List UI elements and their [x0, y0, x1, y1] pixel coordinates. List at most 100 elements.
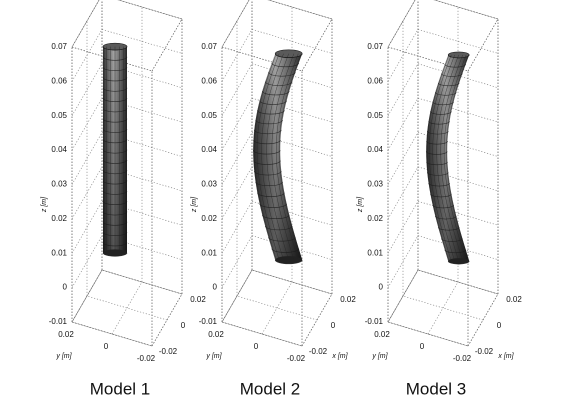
grid-line	[101, 63, 183, 89]
x-tick-label: -0.02	[475, 347, 494, 356]
x-tick-label: 0.02	[340, 295, 356, 304]
tube-mesh	[102, 108, 128, 113]
tube-mesh	[102, 242, 128, 247]
grid-line	[417, 166, 499, 192]
tube-mesh	[253, 53, 277, 261]
grid-line	[221, 0, 250, 48]
tube-mesh	[432, 204, 454, 209]
tube-mesh	[264, 81, 293, 86]
grid-line	[111, 281, 143, 335]
grid-line	[221, 63, 253, 116]
grid-line	[71, 0, 100, 48]
z-tick-label: 0.02	[367, 214, 383, 223]
box-edge	[433, 0, 499, 20]
tube-mesh	[259, 100, 287, 105]
box-edge	[267, 0, 333, 20]
y-tick-label: -0.02	[453, 354, 472, 363]
grid-line	[101, 269, 183, 295]
tube-mesh	[102, 201, 128, 206]
z-tick-label: 0.03	[201, 180, 217, 189]
tube-mesh	[102, 128, 128, 133]
z-tick-label: 0.07	[367, 42, 383, 51]
tube-mesh	[441, 73, 463, 77]
grid-line	[417, 29, 499, 54]
x-tick-label: 0	[331, 321, 336, 330]
tube-mesh	[102, 77, 128, 82]
z-tick-label: 0	[213, 283, 218, 292]
tube-mesh	[102, 139, 128, 144]
grid-line	[71, 321, 153, 347]
grid-line	[267, 0, 333, 20]
tube-mesh	[268, 237, 296, 242]
tube-mesh	[257, 110, 285, 115]
grid-line	[402, 295, 484, 321]
z-tick-label: 0.03	[367, 180, 383, 189]
tube-mesh	[256, 53, 280, 261]
tube-mesh	[252, 150, 281, 155]
x-tick-label: 0.02	[190, 295, 206, 304]
y-tick-label: 0	[104, 342, 109, 351]
caption: Model 2	[240, 379, 300, 398]
tube-mesh	[102, 118, 128, 123]
tube-mesh	[446, 54, 469, 262]
tube-mesh	[102, 221, 128, 226]
tube-mesh	[441, 238, 463, 242]
tube-mesh	[426, 161, 448, 166]
tube-mesh	[253, 129, 282, 135]
grid-line	[101, 269, 183, 295]
tube-mesh	[430, 111, 452, 115]
tube-mesh	[444, 249, 467, 254]
tube-mesh	[426, 54, 450, 262]
caption: Model 1	[90, 379, 150, 398]
z-tick-label: 0.02	[201, 214, 217, 223]
box-edge	[221, 321, 303, 347]
tube-mesh	[434, 215, 457, 220]
grid-line	[251, 200, 333, 226]
grid-line	[221, 321, 303, 347]
grid-line	[101, 29, 183, 54]
tube-mesh	[102, 98, 128, 102]
panel: -0.01 0 0.01 0.02 0.03 0.04 0.05 0.06 0.07 0.02 0 -…	[357, 0, 522, 398]
tube-mesh	[271, 248, 300, 253]
y-tick-label: 0	[420, 342, 425, 351]
grid-line	[251, 166, 333, 192]
z-tick-label: 0.02	[51, 214, 67, 223]
z-tick-label: 0.05	[367, 111, 383, 120]
tube-mesh	[102, 232, 128, 236]
y-tick-label: -0.02	[287, 354, 306, 363]
tube-mesh	[253, 139, 281, 145]
x-tick-label: 0	[497, 321, 502, 330]
tube-mesh	[102, 67, 128, 71]
z-tick-label: 0.01	[201, 248, 217, 257]
grid-line	[417, 200, 499, 226]
tube-mesh	[432, 101, 454, 106]
tube-mesh	[447, 261, 470, 265]
x-axis-label: x [m]	[497, 353, 514, 360]
grid-line	[417, 269, 499, 295]
z-tick-label: 0.06	[51, 76, 67, 85]
grid-line	[221, 235, 253, 288]
grid-line	[427, 281, 459, 335]
tube-mesh	[261, 53, 284, 261]
grid-line	[417, 235, 499, 260]
y-tick-label: 0.02	[208, 330, 224, 339]
z-tick-label: 0.07	[201, 42, 217, 51]
grid-line	[236, 295, 318, 321]
grid-line	[101, 97, 183, 123]
grid-line	[251, 29, 333, 54]
tube-mesh	[447, 54, 470, 59]
tube-mesh	[443, 54, 467, 262]
grid-line	[251, 97, 333, 123]
z-tick-label: 0.05	[51, 111, 67, 120]
grid-line	[71, 201, 103, 254]
grid-line	[101, 166, 183, 192]
grid-line	[221, 201, 253, 254]
grid-line	[387, 235, 419, 288]
z-tick-label: 0.04	[51, 145, 67, 154]
tube	[425, 51, 470, 265]
grid-line	[251, 269, 333, 295]
grid-line	[387, 321, 469, 347]
z-tick-label: 0	[379, 283, 384, 292]
tube-mesh	[257, 192, 285, 197]
